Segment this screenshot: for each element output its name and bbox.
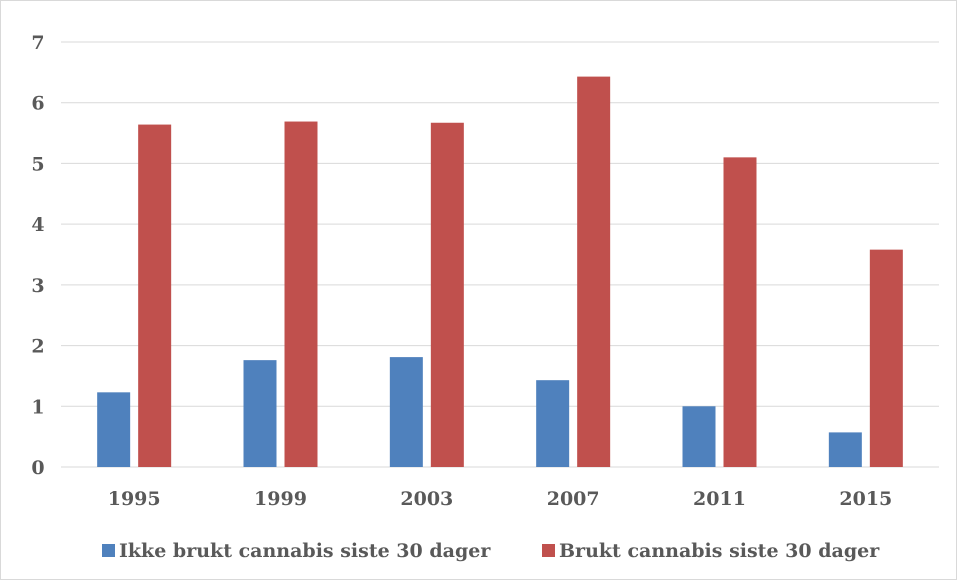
bar-ikke-brukt-1999 [243, 360, 277, 467]
bar-ikke-brukt-2007 [536, 380, 570, 467]
gridlines [61, 41, 939, 468]
legend-swatch [542, 544, 555, 557]
bar-brukt-2007 [577, 76, 611, 467]
bar-brukt-2011 [723, 157, 757, 467]
bar-ikke-brukt-1995 [97, 392, 131, 467]
y-tick-label: 1 [31, 396, 44, 418]
legend-label: Ikke brukt cannabis siste 30 dager [119, 540, 491, 562]
y-tick-label: 4 [31, 214, 44, 236]
x-tick-label: 1999 [254, 488, 307, 510]
bar-ikke-brukt-2011 [682, 406, 716, 467]
x-tick-label: 2015 [839, 488, 892, 510]
y-tick-label: 2 [31, 336, 44, 358]
x-tick-label: 2003 [400, 488, 453, 510]
legend-swatch [102, 544, 115, 557]
x-tick-label: 2011 [693, 488, 746, 510]
y-tick-label: 6 [31, 93, 44, 115]
legend-label: Brukt cannabis siste 30 dager [559, 540, 880, 562]
y-tick-label: 7 [31, 32, 44, 54]
legend: Ikke brukt cannabis siste 30 dager Brukt … [102, 540, 880, 562]
bars [97, 76, 903, 468]
x-tick-label: 1995 [108, 488, 161, 510]
y-tick-label: 5 [31, 153, 44, 175]
x-tick-label: 2007 [547, 488, 600, 510]
x-axis-ticks: 1995 1999 2003 2007 2011 2015 [108, 488, 893, 510]
bar-brukt-1995 [138, 124, 172, 468]
y-axis-ticks: 0 1 2 3 4 5 6 7 [31, 32, 44, 479]
bar-ikke-brukt-2015 [828, 432, 862, 467]
bar-brukt-1999 [284, 121, 318, 468]
y-tick-label: 3 [31, 275, 44, 297]
y-tick-label: 0 [31, 457, 44, 479]
bar-brukt-2015 [869, 249, 903, 467]
bar-brukt-2003 [430, 122, 464, 467]
bar-ikke-brukt-2003 [389, 357, 423, 467]
